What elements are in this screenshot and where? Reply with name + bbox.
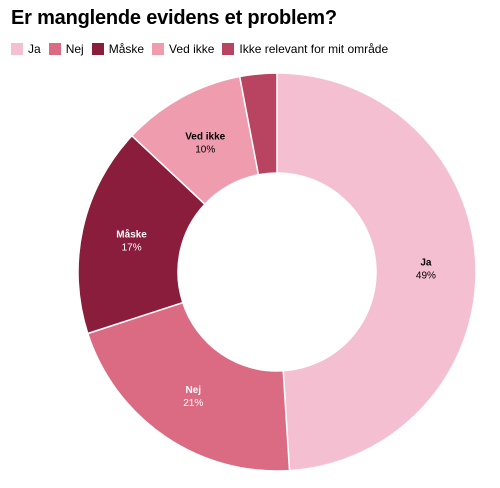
legend-item-ikke-relevant[interactable]: Ikke relevant for mit område <box>222 42 388 56</box>
slice-category-label: Ja <box>420 257 432 268</box>
legend-swatch <box>48 43 61 55</box>
legend-label: Ikke relevant for mit område <box>239 42 389 56</box>
slice-category-label: Ved ikke <box>185 131 225 142</box>
legend-swatch <box>11 43 23 55</box>
slice-value-label: 17% <box>122 242 142 253</box>
legend-label: Ja <box>28 42 41 56</box>
chart-title: Er manglende evidens et problem? <box>11 7 337 29</box>
legend-swatch <box>222 43 235 55</box>
slice-value-label: 21% <box>183 398 203 409</box>
slice-value-label: 49% <box>416 270 436 281</box>
legend-swatch <box>152 43 165 55</box>
slice-value-label: 10% <box>195 144 215 155</box>
slice-ikke-relevant-for-mit-omraade[interactable] <box>238 72 278 176</box>
slice-ja[interactable] <box>276 72 477 472</box>
legend-swatch <box>91 43 104 55</box>
legend-item-maaske[interactable]: Måske <box>91 42 145 56</box>
legend-label: Måske <box>108 42 145 56</box>
slice-maaske[interactable] <box>77 134 206 335</box>
legend-item-nej[interactable]: Nej <box>48 42 84 56</box>
slice-category-label: Måske <box>116 228 147 240</box>
slice-nej[interactable] <box>86 301 291 472</box>
legend-label: Ved ikke <box>169 42 215 56</box>
legend-item-ved-ikke[interactable]: Ved ikke <box>152 42 214 56</box>
slice-category-label: Nej <box>185 385 201 396</box>
legend-item-ja[interactable]: Ja <box>11 42 41 56</box>
legend-label: Nej <box>65 42 84 56</box>
chart-legend: Ja Nej Måske Ved ikke Ikke relevant for … <box>11 42 396 56</box>
